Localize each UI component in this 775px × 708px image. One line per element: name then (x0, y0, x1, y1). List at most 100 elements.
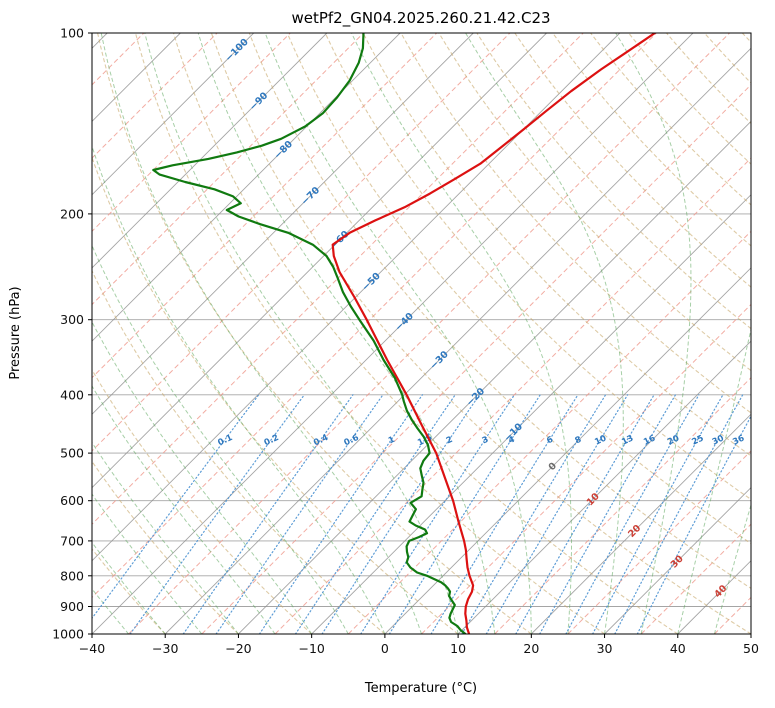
dry-adiabat-line (476, 33, 751, 330)
isotherm-label: 40 (712, 583, 729, 600)
moist-adiabat-line (92, 320, 313, 634)
moist-adiabat-line (264, 33, 532, 634)
y-tick-label: 400 (60, 387, 84, 402)
moist-adiabat-line (351, 33, 572, 634)
isotherm-line (92, 33, 181, 123)
isotherm-dashed-line (567, 450, 751, 634)
dry-adiabat-line (666, 33, 751, 125)
x-tick-label: −20 (225, 641, 251, 656)
x-tick-label: 10 (450, 641, 466, 656)
isotherm-dashed-line (92, 33, 364, 306)
isotherm-dashed-line (640, 523, 751, 634)
moist-adiabat-line (615, 33, 692, 634)
y-tick-label: 300 (60, 312, 84, 327)
isotherm-dashed-line (92, 33, 584, 525)
isotherm-line (92, 33, 328, 269)
x-tick-label: 0 (381, 641, 389, 656)
plot-border (91, 32, 752, 635)
moist-adiabat-line (465, 33, 624, 634)
isotherm-label: −100 (223, 36, 251, 64)
mixing-ratio-label: 2 (445, 435, 455, 447)
y-axis-ticks: 100 200 300 400 500 600 700 800 900 1000 (52, 26, 92, 642)
mixing-ratio-line (129, 394, 305, 634)
mixing-ratio-line (388, 394, 541, 634)
x-tick-label: −10 (298, 641, 324, 656)
isotherm-line (384, 267, 751, 634)
isotherm-dashed-line (421, 303, 751, 634)
mixing-ratio-label: 13 (620, 434, 635, 448)
isotherm-dashed-line (92, 33, 145, 86)
moist-adiabat-line (92, 588, 129, 634)
moist-adiabat-line (92, 441, 239, 634)
isotherm-dashed-line (92, 33, 438, 379)
mixing-ratio-line (636, 414, 751, 634)
isotherm-dashed-line (92, 33, 657, 599)
moist-adiabat-line (144, 33, 459, 634)
mixing-ratio-label: 10 (593, 434, 608, 448)
mixing-ratio-line (92, 394, 260, 620)
x-tick-label: −40 (79, 641, 105, 656)
dry-adiabats (92, 33, 751, 634)
x-axis-ticks: −40 −30 −20 −10 0 10 20 30 40 50 (79, 634, 759, 656)
temperature-curve (331, 33, 656, 634)
isotherm-dashed-line (201, 84, 751, 634)
dry-adiabat-line (172, 33, 679, 634)
isotherm-line (238, 120, 751, 634)
isotherm-line (92, 33, 474, 415)
dry-adiabat-line (514, 33, 751, 288)
isotherm-label: −30 (428, 349, 451, 372)
moist-adiabat-line (92, 144, 386, 634)
dry-adiabat-line (590, 33, 751, 206)
mixing-ratio-line (485, 394, 629, 634)
y-tick-label: 100 (60, 26, 84, 41)
mixing-ratio-label: 0.2 (263, 433, 281, 448)
sounding-profiles (152, 33, 656, 634)
moist-adiabats (92, 33, 751, 634)
mixing-ratio-label: 3 (481, 435, 491, 447)
y-tick-label: 500 (60, 446, 84, 461)
mixing-ratio-line (461, 394, 607, 634)
dry-adiabat-line (248, 33, 751, 589)
moist-adiabat-line (92, 541, 166, 634)
x-tick-label: 20 (523, 641, 539, 656)
isotherm-line (530, 413, 751, 634)
isotherm-line (92, 33, 255, 196)
dry-adiabat-line (741, 33, 751, 44)
y-tick-label: 700 (60, 533, 84, 548)
dry-adiabat-line (92, 460, 239, 634)
isotherm-label: −50 (360, 270, 383, 293)
mixing-ratio-label: 4 (507, 435, 517, 447)
mixing-ratio-label: 25 (690, 434, 705, 448)
moist-adiabat-line (713, 503, 751, 634)
isotherm-dashed-line (92, 33, 511, 452)
mixing-ratio-line (430, 394, 579, 634)
mixing-ratio-line (258, 394, 423, 634)
dry-adiabat-line (210, 33, 751, 634)
mixing-ratio-line (614, 394, 744, 634)
mixing-ratio-label: 30 (711, 434, 726, 448)
dry-adiabat-line (92, 368, 313, 634)
mixing-ratio-line (592, 394, 724, 634)
x-tick-label: 40 (670, 641, 686, 656)
isotherm-dashed-line (494, 376, 751, 634)
isotherm-line (92, 33, 401, 342)
y-tick-label: 900 (60, 599, 84, 614)
isotherm-label: 0 (547, 460, 560, 473)
chart-title: wetPf2_GN04.2025.260.21.42.C23 (291, 9, 550, 28)
mixing-ratio-label: 8 (574, 435, 584, 447)
axes-frame (91, 32, 752, 635)
isotherm-line (92, 33, 694, 634)
mixing-ratio-line (539, 394, 677, 634)
isotherm-label: −40 (393, 311, 416, 334)
dry-adiabat-line (134, 33, 605, 634)
moist-adiabat-line (92, 244, 349, 634)
mixing-ratio-line (182, 394, 354, 634)
moist-adiabat-line (92, 385, 276, 634)
isotherm-label: −70 (299, 185, 322, 208)
dry-adiabat-line (552, 33, 751, 247)
mixing-ratio-line (294, 394, 456, 634)
mixing-ratio-label: 1 (387, 435, 397, 447)
isotherm-lines (92, 33, 751, 634)
y-tick-label: 1000 (52, 627, 84, 642)
